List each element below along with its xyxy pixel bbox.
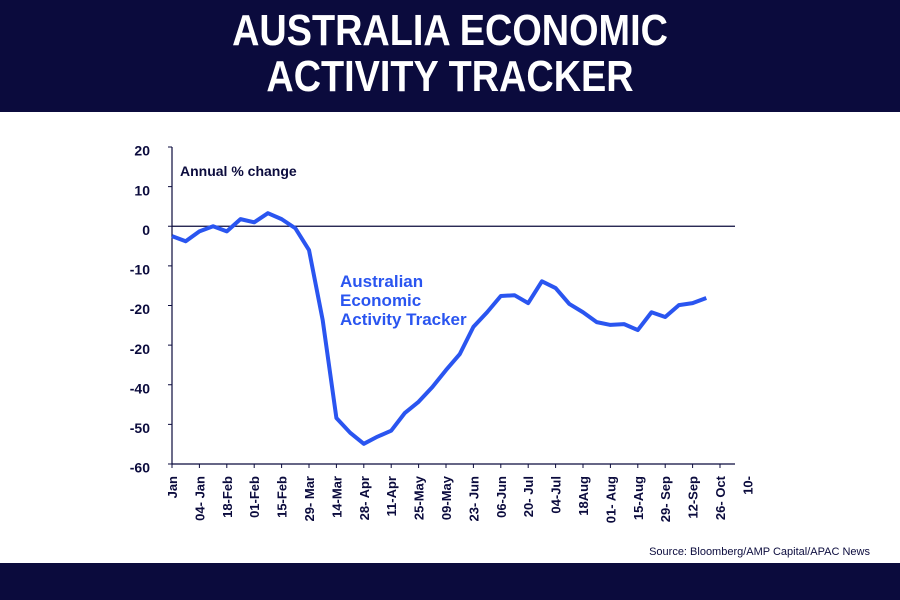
- x-tick-label: 18Aug: [576, 476, 591, 516]
- y-tick-label: -60: [130, 460, 150, 476]
- x-tick-label: 20- Jul: [521, 476, 536, 517]
- x-tick-label: 23- Jun: [466, 476, 481, 522]
- x-tick-label: 15-Feb: [275, 476, 290, 518]
- y-tick-label: 0: [142, 222, 150, 238]
- x-tick-label: 11-Apr: [384, 476, 399, 516]
- chart: Annual % change 20 10 0 -10 -20 -20 -40 -50 -60 Ja…: [130, 143, 756, 524]
- y-tick-label: -20: [130, 301, 150, 317]
- x-tick-label: 29- Sep: [658, 476, 673, 522]
- footer-banner: [0, 563, 900, 600]
- y-tick-label: 20: [134, 143, 150, 159]
- x-tick-label: 01- Aug: [603, 476, 618, 523]
- x-tick-label: 26- Oct: [713, 475, 728, 520]
- x-tick-label: 12-Sep: [686, 476, 701, 519]
- series-label: Australian Economic Activity Tracker: [340, 272, 467, 329]
- y-tick-label: -40: [130, 380, 150, 396]
- x-tick-label: 18-Feb: [220, 476, 235, 518]
- x-tick-label: 15-Aug: [631, 476, 646, 520]
- y-tick-label: -20: [130, 341, 150, 357]
- y-tick-label: -50: [130, 420, 150, 436]
- x-tick-label: 09-May: [439, 475, 454, 520]
- chart-title: AUSTRALIA ECONOMIC ACTIVITY TRACKER: [232, 6, 668, 101]
- source-note: Source: Bloomberg/AMP Capital/APAC News: [649, 546, 870, 558]
- y-tick-label: 10: [134, 182, 150, 198]
- x-tick-label: 25-May: [412, 475, 427, 520]
- header-banner: [0, 0, 900, 112]
- x-tick-label: 04-Jul: [549, 476, 564, 514]
- x-tick-label: 29- Mar: [302, 476, 317, 522]
- data-line: [171, 211, 708, 446]
- x-tick-label: 10-: [740, 476, 755, 495]
- x-tick-label: 01-Feb: [247, 476, 262, 518]
- x-tick-label: 06-Jun: [494, 476, 509, 518]
- x-tick-label: Jan: [165, 476, 180, 498]
- x-tick-label: 04- Jan: [192, 476, 207, 521]
- y-tick-label: -10: [130, 262, 150, 278]
- x-tick-label: 28- Apr: [357, 476, 372, 520]
- y-axis-title: Annual % change: [180, 163, 297, 179]
- x-tick-label: 14-Mar: [329, 476, 344, 518]
